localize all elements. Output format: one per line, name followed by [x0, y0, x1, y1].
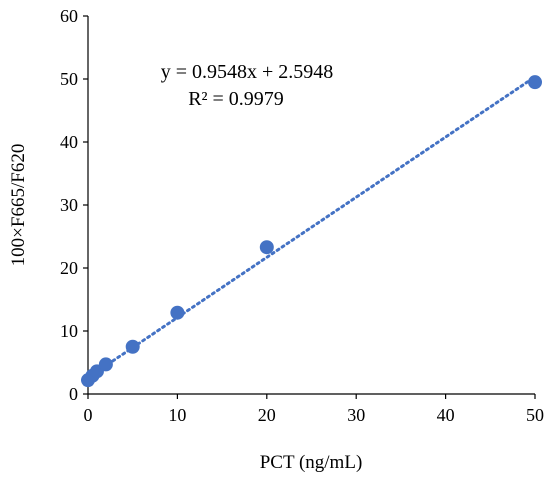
y-tick-label: 60 [60, 6, 78, 26]
trendline-equation: y = 0.9548x + 2.5948 [161, 61, 334, 83]
y-tick-label: 0 [69, 384, 78, 404]
y-axis-title: 100×F665/F620 [8, 144, 29, 267]
trendline-group [86, 75, 537, 380]
x-ticks-group: 0 10 20 30 40 50 [84, 394, 544, 425]
y-tick-label: 50 [60, 69, 78, 89]
x-axis-title: PCT (ng/mL) [260, 452, 363, 473]
y-ticks-group: 0 10 20 30 40 50 60 [60, 6, 88, 404]
x-tick-label: 0 [84, 405, 93, 425]
x-tick-label: 20 [258, 405, 276, 425]
data-point [170, 305, 185, 320]
data-point [98, 357, 113, 372]
trendline [86, 75, 537, 380]
x-tick-label: 10 [168, 405, 186, 425]
r-squared-label: R² = 0.9979 [188, 88, 284, 110]
data-point [125, 339, 140, 354]
data-points-group [81, 75, 542, 388]
x-tick-label: 40 [437, 405, 455, 425]
data-point [259, 240, 274, 255]
x-tick-label: 30 [347, 405, 365, 425]
data-point [528, 75, 542, 90]
x-tick-label: 50 [526, 405, 544, 425]
y-tick-label: 10 [60, 321, 78, 341]
y-tick-label: 20 [60, 258, 78, 278]
y-tick-label: 40 [60, 132, 78, 152]
y-tick-label: 30 [60, 195, 78, 215]
